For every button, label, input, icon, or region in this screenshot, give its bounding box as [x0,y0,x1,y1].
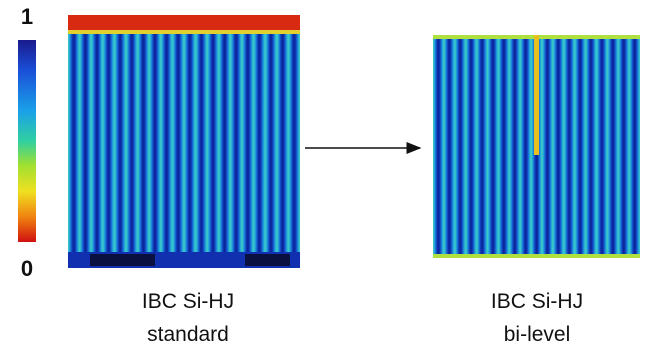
colorbar-min: 0 [21,256,33,281]
caption-subtitle: standard [147,323,229,346]
dark-spot [90,254,155,266]
top-edge [68,30,300,34]
bus-line [534,35,539,155]
colorbar: 1 0 [18,4,36,281]
heatmap-bilevel [433,35,640,258]
caption-title: IBC Si-HJ [142,290,234,313]
caption-title: IBC Si-HJ [491,290,583,313]
heatmap [68,15,300,268]
top-band [68,15,300,30]
caption-subtitle: bi-level [504,323,571,346]
heatmap-standard [68,15,300,268]
dark-spot [245,254,290,266]
colorbar-gradient [18,40,36,242]
bottom-edge [433,254,640,258]
colorbar-max: 1 [21,4,33,29]
